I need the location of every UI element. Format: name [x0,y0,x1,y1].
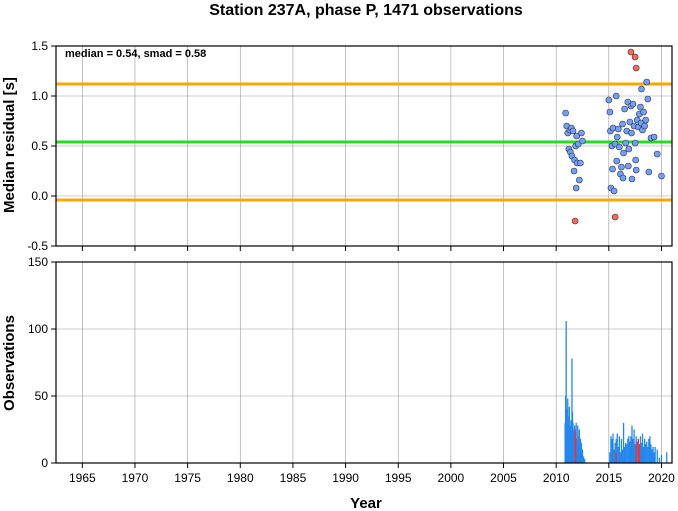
x-tick-label: 1970 [122,471,149,485]
residual-point [625,145,633,153]
residual-point [638,85,645,93]
x-tick-label: 2010 [543,471,570,485]
residual-point [579,137,586,145]
x-tick-label: 2000 [438,471,465,485]
residual-point [612,92,620,100]
residual-point [632,156,639,164]
y-tick-label: 0.5 [31,139,48,153]
y-tick-label: -0.5 [27,239,48,253]
x-tick-label: 1990 [332,471,359,485]
residual-point [610,187,618,195]
residual-point [641,122,648,130]
y-tick-label: 0.0 [31,189,48,203]
residual-point [613,157,621,165]
residual-ylabel: Median residual [s] [1,77,18,213]
residual-point [628,175,636,183]
residual-point [572,184,580,192]
observations-ylabel: Observations [1,315,18,411]
x-tick-label: 2020 [648,471,675,485]
residual-point [605,96,613,104]
residual-point [640,108,647,116]
residual-point [577,159,584,167]
residual-point [562,109,569,117]
residual-point [631,139,639,147]
y-tick-label: 100 [28,322,48,336]
residual-point [625,162,632,170]
residual-point [611,213,619,221]
residual-point [632,64,640,72]
residual-panel: -0.5 0.0 0.5 1.0 1.5 [27,39,673,253]
residual-point [643,78,651,86]
residual-point [650,133,658,141]
observations-panel: 1965 1970 1975 1980 1985 1990 1995 2000 2005 2010… [28,255,675,485]
residual-point [618,163,625,171]
residual-point [569,127,577,135]
residual-point [576,176,583,184]
residual-point [573,132,581,140]
residual-point [645,168,653,176]
residual-point [627,48,635,56]
stats-annotation: median = 0.54, smad = 0.58 [65,48,206,60]
x-tick-label: 1975 [174,471,201,485]
residual-point [609,124,617,132]
y-tick-label: 0 [41,456,48,470]
residual-point [626,118,634,126]
residual-point [609,165,616,173]
plot-frame [55,45,673,247]
y-tick-label: 50 [35,389,49,403]
residual-point [642,116,649,124]
residual-point [620,149,627,157]
residual-point [644,95,652,103]
residual-point [637,103,644,111]
residual-point [622,139,629,147]
y-tick-label: 1.0 [31,89,48,103]
residual-point [578,129,585,137]
residual-point [629,100,637,108]
residual-point [653,150,661,158]
x-tick-label: 2005 [490,471,517,485]
y-tick-label: 150 [28,255,48,269]
plot-frame [55,261,673,464]
x-tick-label: 1965 [69,471,96,485]
x-tick-label: 1980 [227,471,254,485]
residual-point [632,166,640,174]
residual-point [616,143,623,151]
x-tick-label: 1985 [280,471,307,485]
residual-point [628,129,635,137]
x-tick-label: 2015 [595,471,622,485]
y-tick-label: 1.5 [31,39,48,53]
residual-point [571,217,579,225]
residual-point [570,167,578,175]
residual-point [631,53,639,61]
residual-point [619,174,627,182]
residual-point [619,120,626,128]
residual-point [614,125,622,133]
year-xlabel: Year [350,495,382,511]
residual-point [613,133,621,141]
residual-point [606,108,614,116]
x-tick-label: 1995 [385,471,412,485]
residual-point [658,172,665,180]
chart-title: Station 237A, phase P, 1471 observations [209,2,523,19]
residual-point [621,105,628,113]
